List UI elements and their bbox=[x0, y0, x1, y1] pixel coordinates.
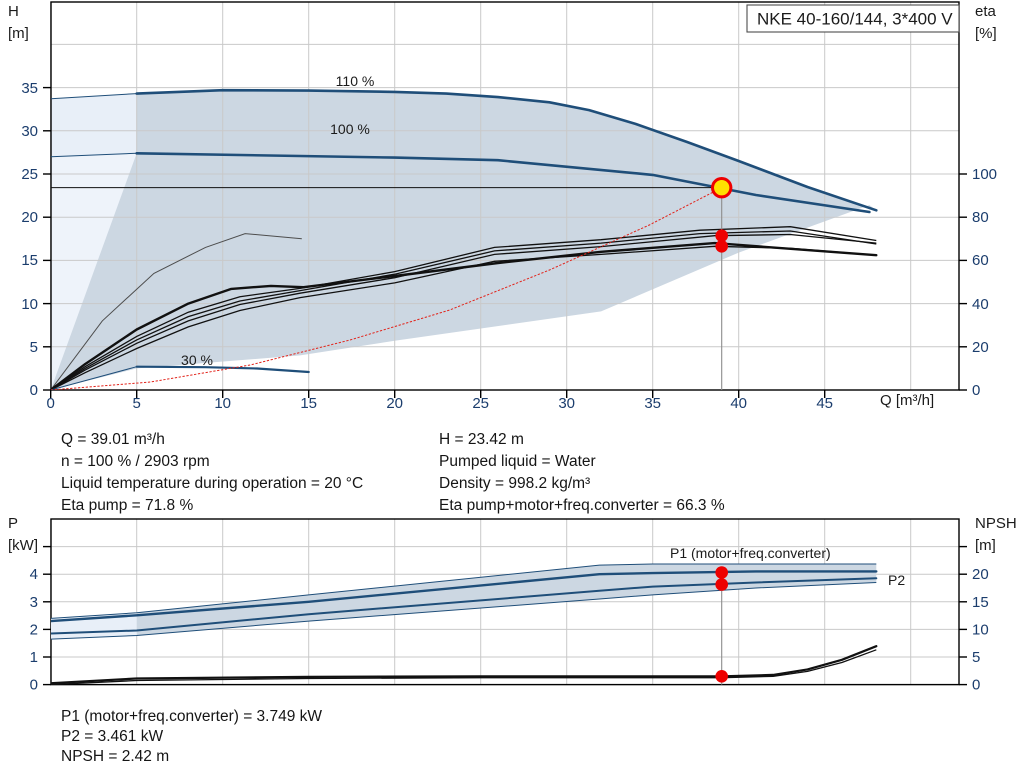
svg-text:20: 20 bbox=[972, 566, 989, 583]
svg-text:Eta pump+motor+freq.converter: Eta pump+motor+freq.converter = 66.3 % bbox=[439, 497, 725, 514]
svg-text:Pumped liquid = Water: Pumped liquid = Water bbox=[439, 453, 596, 470]
svg-text:15: 15 bbox=[972, 594, 989, 611]
svg-text:60: 60 bbox=[972, 252, 989, 269]
svg-text:30: 30 bbox=[558, 395, 575, 412]
svg-text:2: 2 bbox=[30, 621, 38, 638]
svg-text:P2: P2 bbox=[888, 572, 905, 588]
svg-text:[%]: [%] bbox=[975, 25, 997, 42]
svg-text:P1 (motor+freq.converter) = 3.: P1 (motor+freq.converter) = 3.749 kW bbox=[61, 708, 322, 725]
svg-text:Density = 998.2 kg/m³: Density = 998.2 kg/m³ bbox=[439, 475, 590, 492]
svg-text:n = 100 % / 2903 rpm: n = 100 % / 2903 rpm bbox=[61, 453, 210, 470]
svg-text:10: 10 bbox=[214, 395, 231, 412]
svg-text:15: 15 bbox=[300, 395, 317, 412]
svg-text:5: 5 bbox=[972, 649, 980, 666]
svg-text:H: H bbox=[8, 3, 19, 20]
svg-text:45: 45 bbox=[816, 395, 833, 412]
svg-text:110 %: 110 % bbox=[336, 73, 375, 89]
svg-text:Q = 39.01 m³/h: Q = 39.01 m³/h bbox=[61, 431, 165, 448]
svg-text:4: 4 bbox=[30, 566, 38, 583]
svg-text:40: 40 bbox=[972, 296, 989, 313]
svg-text:25: 25 bbox=[21, 166, 38, 183]
svg-text:0: 0 bbox=[47, 395, 55, 412]
svg-text:1: 1 bbox=[30, 649, 38, 666]
svg-text:NPSH = 2.42 m: NPSH = 2.42 m bbox=[61, 748, 169, 765]
svg-text:0: 0 bbox=[30, 677, 38, 694]
svg-text:[m]: [m] bbox=[975, 537, 996, 554]
svg-text:NPSH: NPSH bbox=[975, 515, 1017, 532]
svg-text:20: 20 bbox=[386, 395, 403, 412]
svg-text:P1 (motor+freq.converter): P1 (motor+freq.converter) bbox=[670, 545, 831, 561]
svg-text:0: 0 bbox=[30, 382, 38, 399]
svg-text:0: 0 bbox=[972, 382, 980, 399]
svg-text:35: 35 bbox=[21, 80, 38, 97]
svg-text:20: 20 bbox=[972, 339, 989, 356]
svg-text:P2 = 3.461 kW: P2 = 3.461 kW bbox=[61, 728, 163, 745]
svg-text:[m]: [m] bbox=[8, 25, 29, 42]
svg-text:3: 3 bbox=[30, 594, 38, 611]
svg-text:Liquid temperature during oper: Liquid temperature during operation = 20… bbox=[61, 475, 363, 492]
svg-text:P: P bbox=[8, 515, 18, 532]
svg-text:15: 15 bbox=[21, 252, 38, 269]
svg-text:NKE 40-160/144, 3*400 V: NKE 40-160/144, 3*400 V bbox=[757, 10, 953, 29]
svg-text:100 %: 100 % bbox=[330, 121, 370, 137]
svg-text:10: 10 bbox=[972, 621, 989, 638]
svg-text:30: 30 bbox=[21, 123, 38, 140]
svg-text:Q [m³/h]: Q [m³/h] bbox=[880, 392, 934, 409]
svg-text:eta: eta bbox=[975, 3, 997, 20]
svg-text:0: 0 bbox=[972, 677, 980, 694]
svg-text:20: 20 bbox=[21, 209, 38, 226]
svg-text:5: 5 bbox=[30, 339, 38, 356]
svg-text:80: 80 bbox=[972, 209, 989, 226]
svg-text:H = 23.42 m: H = 23.42 m bbox=[439, 431, 524, 448]
svg-text:40: 40 bbox=[730, 395, 747, 412]
svg-text:30 %: 30 % bbox=[181, 352, 213, 368]
svg-text:[kW]: [kW] bbox=[8, 537, 38, 554]
svg-text:35: 35 bbox=[644, 395, 661, 412]
svg-text:Eta pump = 71.8 %: Eta pump = 71.8 % bbox=[61, 497, 193, 514]
svg-text:5: 5 bbox=[133, 395, 141, 412]
svg-text:25: 25 bbox=[472, 395, 489, 412]
svg-text:10: 10 bbox=[21, 296, 38, 313]
svg-text:100: 100 bbox=[972, 166, 997, 183]
